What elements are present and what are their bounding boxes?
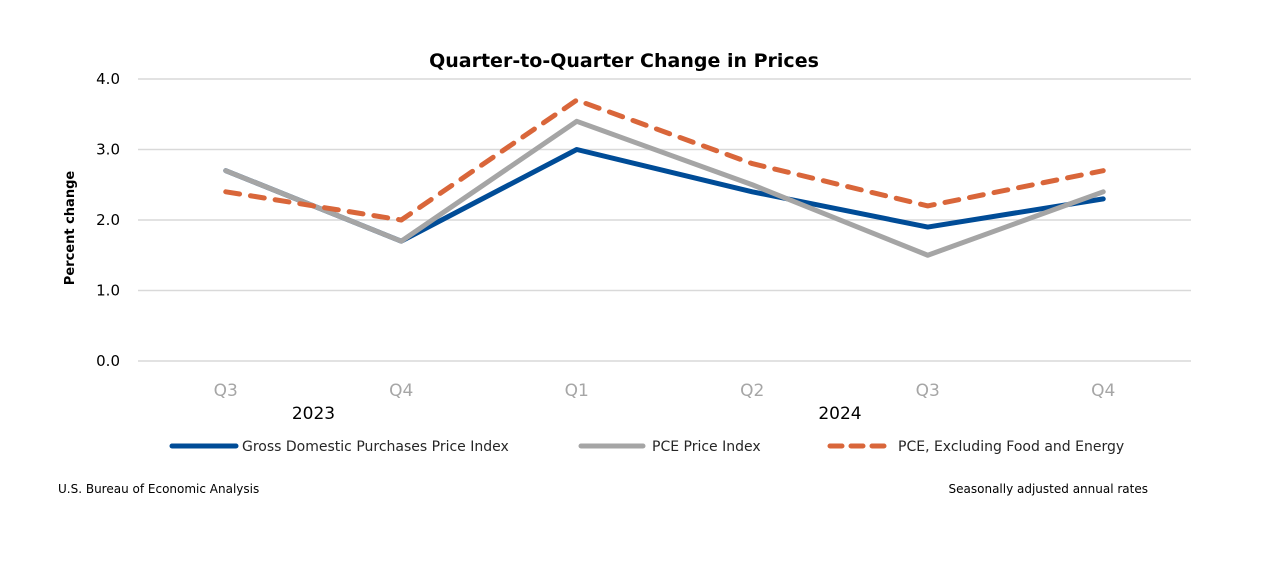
rate-note: Seasonally adjusted annual rates [949, 482, 1148, 496]
x-tick-labels: Q3 Q4 Q1 Q2 Q3 Q4 [214, 381, 1116, 401]
source-note: U.S. Bureau of Economic Analysis [58, 482, 259, 496]
y-tick-label: 3.0 [96, 141, 120, 159]
y-tick-label: 4.0 [96, 70, 120, 88]
year-labels: 2023 2024 [292, 404, 862, 424]
x-tick-label: Q4 [1091, 381, 1115, 401]
legend-item-pce-excluding-food-energy: PCE, Excluding Food and Energy [827, 439, 1124, 455]
x-tick-label: Q4 [389, 381, 413, 401]
y-axis-label: Percent change [63, 171, 78, 286]
year-label-2023: 2023 [292, 404, 335, 424]
legend-label-pce-excluding-food-energy: PCE, Excluding Food and Energy [898, 439, 1124, 455]
y-tick-label: 2.0 [96, 211, 120, 229]
y-tick-label: 1.0 [96, 282, 120, 300]
year-label-2024: 2024 [818, 404, 861, 424]
legend-item-pce-price-index: PCE Price Index [578, 439, 761, 455]
x-tick-label: Q1 [565, 381, 589, 401]
y-tick-labels: 0.0 1.0 2.0 3.0 4.0 [96, 70, 120, 370]
legend-item-gross-domestic-purchases: Gross Domestic Purchases Price Index [169, 439, 509, 455]
x-tick-label: Q3 [916, 381, 940, 401]
legend: Gross Domestic Purchases Price Index PCE… [169, 439, 1124, 455]
x-tick-label: Q3 [214, 381, 238, 401]
series-lines [223, 97, 1106, 258]
series-line-pce-price-index [223, 118, 1106, 258]
legend-label-pce-price-index: PCE Price Index [652, 439, 761, 455]
x-tick-label: Q2 [740, 381, 764, 401]
y-tick-label: 0.0 [96, 352, 120, 370]
series-line-pce-excluding-food-and-energy [223, 97, 1106, 223]
gridlines [138, 78, 1191, 362]
legend-label-gross-domestic-purchases: Gross Domestic Purchases Price Index [242, 439, 509, 455]
chart-title: Quarter-to-Quarter Change in Prices [429, 50, 819, 72]
